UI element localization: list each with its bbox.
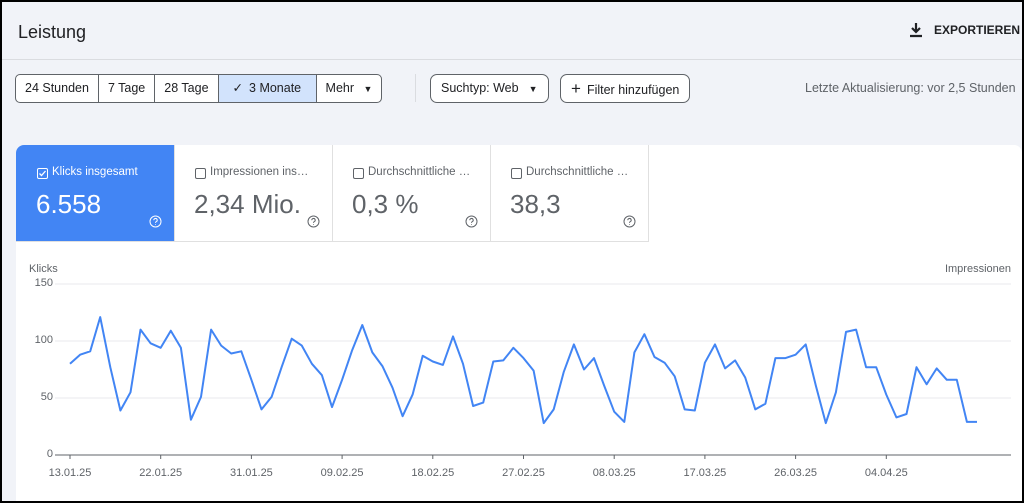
range-button[interactable]: 28 Tage xyxy=(155,75,219,102)
line-series xyxy=(69,316,977,425)
help-icon[interactable] xyxy=(307,215,320,228)
checkbox[interactable] xyxy=(195,168,206,179)
y-tick-label: 100 xyxy=(35,334,53,346)
x-tick-label: 22.01.25 xyxy=(139,467,182,479)
page-title: Leistung xyxy=(18,22,87,42)
x-tick-label: 17.03.25 xyxy=(683,467,726,479)
download-icon[interactable] xyxy=(908,22,924,38)
x-tick-label: 31.01.25 xyxy=(230,467,273,479)
metric-value: 0,3 % xyxy=(352,189,419,219)
checkbox[interactable] xyxy=(353,168,364,179)
metric-value: 38,3 xyxy=(510,189,561,219)
range-button[interactable]: 7 Tage xyxy=(99,75,156,102)
export-button[interactable]: EXPORTIEREN xyxy=(934,23,1021,37)
metric-label: Durchschnittliche … xyxy=(368,166,471,178)
metric-card[interactable]: Durchschnittliche … 0,3 % xyxy=(332,145,491,242)
chart: Klicks Impressionen 0 50 100 150 13.01.25 22.… xyxy=(29,263,1011,479)
range-label: 3 Monate xyxy=(249,81,302,95)
chip-label: Filter hinzufügen xyxy=(586,83,680,97)
metric-card[interactable]: Klicks insgesamt 6.558 xyxy=(16,145,175,242)
y-tick-label: 150 xyxy=(35,277,53,289)
x-tick-label: 09.02.25 xyxy=(321,467,364,479)
last-update: Letzte Aktualisierung: vor 2,5 Stunden xyxy=(805,81,1016,95)
metric-value: 6.558 xyxy=(36,189,102,219)
y-tick-label: 50 xyxy=(41,391,53,403)
y2-axis-label: Impressionen xyxy=(945,263,1011,275)
range-selector: 24 Stunden 7 Tage 28 Tage ✓ 3 Monate Mehr… xyxy=(15,74,383,103)
filter-chip[interactable]: + Filter hinzufügen xyxy=(560,74,691,103)
chip-label: Suchtyp: Web xyxy=(441,81,519,95)
search-type-chip[interactable]: Suchtyp: Web ▼ xyxy=(430,74,549,103)
range-button[interactable]: Mehr ▼ xyxy=(325,81,373,95)
checkbox[interactable] xyxy=(511,168,522,179)
x-tick-label: 13.01.25 xyxy=(49,467,92,479)
checkbox[interactable] xyxy=(37,168,48,179)
x-tick-label: 08.03.25 xyxy=(593,467,636,479)
x-tick-label: 27.02.25 xyxy=(502,467,545,479)
metric-label: Klicks insgesamt xyxy=(52,166,138,178)
metric-card[interactable]: Impressionen ins… 2,34 Mio. xyxy=(174,145,333,242)
x-tick-label: 18.02.25 xyxy=(411,467,454,479)
range-label: Mehr xyxy=(325,81,355,95)
x-tick-label: 26.03.25 xyxy=(774,467,817,479)
help-icon[interactable] xyxy=(465,215,478,228)
help-icon[interactable] xyxy=(149,215,162,228)
metric-value: 2,34 Mio. xyxy=(194,189,301,219)
metric-card[interactable]: Durchschnittliche … 38,3 xyxy=(490,145,649,242)
performance-card: Klicks insgesamt 6.558 Impressionen ins… 2,… xyxy=(16,145,1022,501)
y-axis-label: Klicks xyxy=(29,263,58,275)
help-icon[interactable] xyxy=(623,215,636,228)
metric-label: Impressionen ins… xyxy=(210,166,309,178)
y-tick-label: 0 xyxy=(47,448,53,460)
divider xyxy=(2,59,1022,60)
x-tick-label: 04.04.25 xyxy=(865,467,908,479)
metric-label: Durchschnittliche … xyxy=(526,166,629,178)
range-button[interactable]: ✓ 3 Monate xyxy=(218,75,317,102)
separator xyxy=(415,74,416,102)
range-button[interactable]: 24 Stunden xyxy=(16,75,99,102)
